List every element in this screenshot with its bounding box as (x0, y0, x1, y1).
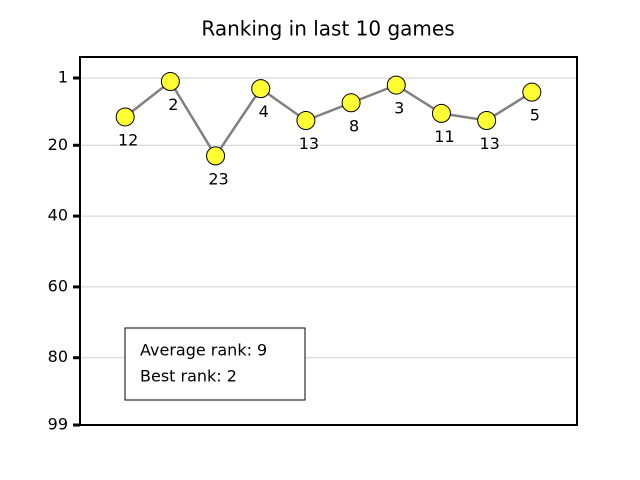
point (341, 93, 361, 113)
y-tick-label: 60 (48, 276, 68, 295)
data-label: 23 (208, 169, 228, 188)
point (160, 72, 180, 92)
point (477, 110, 497, 130)
data-label: 2 (168, 95, 178, 114)
y-tick-label: 1 (58, 68, 68, 87)
point (251, 79, 271, 99)
y-tick-label: 80 (48, 347, 68, 366)
point (115, 107, 135, 127)
plot-frame (79, 56, 578, 426)
series-line (124, 79, 533, 159)
data-label: 12 (118, 130, 138, 149)
point (296, 110, 316, 130)
point (206, 146, 226, 166)
data-label: 13 (299, 134, 319, 153)
y-tick-label: 99 (48, 415, 68, 434)
annotation: Average rank: 9 (140, 341, 267, 360)
point (431, 103, 451, 123)
data-label: 3 (394, 99, 404, 118)
data-label: 11 (434, 127, 454, 146)
annotation: Best rank: 2 (140, 367, 237, 386)
point (522, 82, 542, 102)
data-label: 5 (530, 106, 540, 125)
data-label: 8 (349, 116, 359, 135)
y-tick-label: 20 (48, 135, 68, 154)
data-label: 13 (479, 134, 499, 153)
point (386, 75, 406, 95)
y-tick-label: 40 (48, 206, 68, 225)
data-label: 4 (259, 102, 269, 121)
chart-title: Ranking in last 10 games (201, 17, 454, 41)
annotation-box (124, 327, 306, 401)
